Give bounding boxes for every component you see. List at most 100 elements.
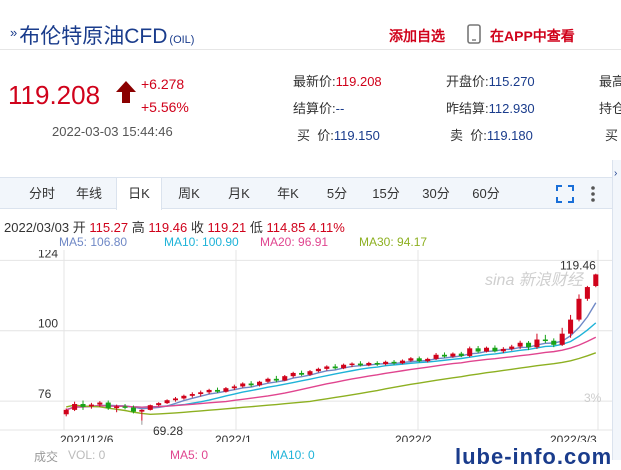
candle-body [399, 360, 405, 364]
candle-body [509, 346, 515, 349]
candle-body [341, 364, 347, 369]
candle-body [257, 381, 263, 386]
tab-15min[interactable]: 15分 [372, 186, 400, 201]
open-interest-label: 持仓 [599, 101, 621, 116]
candle-body [189, 394, 195, 396]
tab-5min[interactable]: 5分 [326, 186, 348, 201]
up-arrow-icon [115, 80, 137, 109]
prev-settle-value: 112.930 [488, 101, 535, 116]
view-in-app-button[interactable]: 在APP中查看 [490, 28, 575, 44]
ohlc-pct: 4.11% [308, 220, 345, 235]
candle-body [492, 347, 498, 352]
candle-body [332, 366, 338, 369]
side-panel-arrow-icon[interactable]: › [614, 168, 618, 179]
candle-body [282, 376, 288, 381]
candle-body [122, 406, 128, 408]
candle-body [307, 371, 313, 375]
tab-intraday[interactable]: 分时 [28, 186, 55, 201]
candle-body [248, 383, 254, 386]
ma20-line [65, 336, 597, 411]
candle-body [290, 372, 296, 377]
candle-body [349, 363, 355, 366]
candle-body [383, 361, 389, 365]
candle-body [214, 389, 221, 392]
add-watchlist-button[interactable]: 添加自选 [389, 28, 445, 44]
x-tick-label: 2021/12/6 [60, 433, 114, 442]
ohlc-high-label: 高 [131, 220, 145, 235]
y-tick-label: 76 [38, 387, 52, 401]
candle-body [63, 409, 69, 415]
candle-body [374, 362, 380, 365]
candle-body [273, 378, 279, 381]
candle-body [324, 366, 330, 369]
phone-icon [467, 24, 481, 49]
candle-body [408, 358, 414, 361]
instrument-name: 布伦特原油CFD [19, 25, 168, 48]
x-tick-label: 2022/2 [395, 433, 432, 442]
prev-settle-stat: 昨结算:112.930 [446, 98, 535, 117]
candle-body [517, 342, 523, 347]
candle-body [315, 368, 321, 372]
settle-label: 结算价: [293, 101, 336, 116]
ma5-label: MA5: 106.80 [59, 235, 128, 249]
x-tick-label: 2022/3/3 [550, 433, 597, 442]
settle-value: -- [335, 101, 345, 116]
bid-volume-label: 买 [605, 128, 619, 143]
vol-value: VOL: 0 [68, 448, 106, 462]
candle-body [172, 398, 179, 401]
high-label: 最高 [599, 74, 621, 89]
candle-body [181, 395, 187, 399]
candle-body [147, 405, 153, 410]
candle-body [299, 372, 305, 375]
candle-body [559, 333, 565, 345]
vol-ma10: MA10: 0 [270, 448, 315, 462]
candle-body [164, 400, 170, 404]
tab-60min[interactable]: 60分 [472, 186, 500, 201]
candle-body [357, 363, 363, 366]
candle-body [467, 348, 473, 356]
candle-body [265, 378, 271, 382]
tab-weekly-k[interactable]: 周K [178, 186, 200, 201]
ohlc-low-label: 低 [249, 220, 263, 235]
current-price: 119.208 [8, 80, 101, 110]
price-change-pct: +5.56% [141, 99, 189, 115]
candle-body [576, 298, 582, 320]
candle-body [425, 358, 431, 362]
quote-timestamp: 2022-03-03 15:44:46 [52, 124, 173, 139]
candle-body [198, 392, 204, 395]
ma30-label: MA30: 94.17 [359, 235, 428, 249]
collapse-icon[interactable]: » [10, 25, 18, 40]
ohlc-close-label: 收 [190, 220, 204, 235]
candle-body [584, 287, 590, 299]
candle-body [206, 389, 212, 393]
tab-daily-k[interactable]: 日K [116, 178, 162, 210]
open-interest-stat: 持仓 [599, 98, 621, 117]
more-options-icon[interactable] [590, 185, 596, 208]
open-value: 115.270 [488, 74, 535, 89]
tab-year-line[interactable]: 年线 [75, 186, 102, 201]
candle-body [483, 347, 490, 352]
bid-price-stat: 买 价:119.150 [297, 125, 380, 144]
candle-body [391, 361, 397, 364]
tab-yearly-k[interactable]: 年K [277, 186, 299, 201]
latest-value: 119.208 [335, 74, 382, 89]
tab-30min[interactable]: 30分 [422, 186, 450, 201]
volume-label: 成交 [34, 450, 59, 464]
bid-label: 买 价: [297, 128, 334, 143]
fullscreen-icon[interactable] [556, 185, 574, 208]
ohlc-open-label: 开 [72, 220, 86, 235]
candle-body [240, 383, 246, 387]
ma10-line [65, 322, 597, 411]
tab-monthly-k[interactable]: 月K [228, 186, 250, 201]
candle-body [568, 319, 574, 334]
candlestick-chart[interactable]: 124 100 76 2021/12/6 2022/1 2022/2 2022/3/3 119… [0, 250, 612, 442]
candle-body [231, 386, 237, 389]
candle-body [156, 403, 162, 406]
candle-body [223, 388, 229, 392]
vol-ma5: MA5: 0 [170, 448, 209, 462]
candle-body [542, 339, 548, 342]
y-tick-label: 100 [38, 317, 58, 331]
ask-label: 卖 价: [450, 128, 487, 143]
ohlc-high: 119.46 [148, 220, 188, 235]
candle-body [88, 404, 94, 407]
